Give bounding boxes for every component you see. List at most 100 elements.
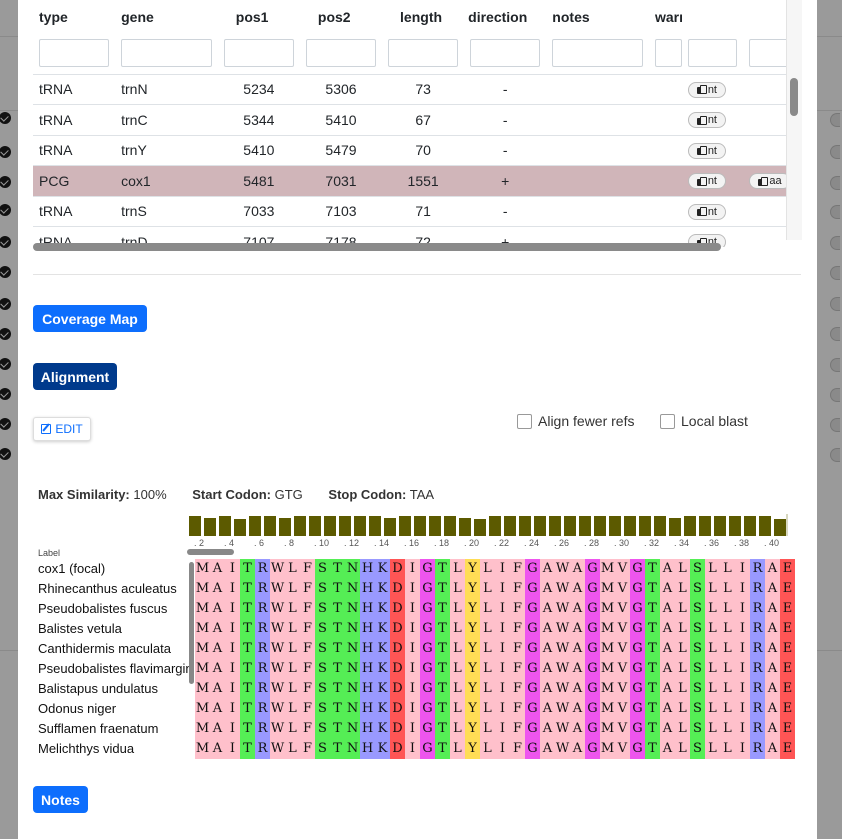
taxon-label[interactable]: cox1 (focal) — [38, 561, 106, 576]
column-header-warnings[interactable]: warı — [654, 8, 682, 25]
cell-gene: trnY — [115, 134, 218, 166]
copy-nt-button[interactable]: nt — [687, 142, 726, 159]
column-header-gene[interactable]: gene — [121, 8, 154, 25]
taxon-label[interactable]: Sufflamen fraenatum — [38, 721, 159, 736]
column-header-pos2[interactable]: pos2 — [317, 8, 351, 25]
copy-nt-label: nt — [707, 205, 717, 218]
copy-nt-button[interactable]: nt — [687, 81, 726, 98]
residue-cell: D — [390, 739, 405, 759]
residue-cell: T — [645, 719, 660, 739]
residue-cell: T — [240, 579, 255, 599]
edit-button[interactable]: EDIT — [33, 417, 91, 441]
table-vertical-scrolltrack[interactable] — [786, 0, 802, 240]
filter-pos2-input[interactable] — [305, 39, 377, 68]
residue-cell: A — [660, 559, 675, 579]
align-fewer-refs-checkbox[interactable] — [517, 413, 532, 429]
filter-nt-input[interactable] — [687, 39, 738, 68]
residue-cell: T — [330, 559, 345, 579]
residue-cell: V — [615, 579, 630, 599]
residue-cell: A — [540, 639, 555, 659]
residue-cell: L — [480, 559, 495, 579]
residue-cell: L — [675, 619, 690, 639]
residue-cell: F — [510, 699, 525, 719]
residue-cell: W — [555, 619, 570, 639]
bg-pill — [830, 388, 840, 402]
residue-cell: T — [330, 599, 345, 619]
filter-warnings-input[interactable] — [654, 39, 682, 68]
column-header-length[interactable]: length — [400, 8, 443, 25]
cell-pos2: 5479 — [299, 134, 383, 166]
taxon-label[interactable]: Canthidermis maculata — [38, 641, 171, 656]
column-header-nt — [682, 0, 744, 33]
cell-length: 67 — [382, 104, 465, 135]
alignment-button[interactable]: Alignment — [33, 363, 117, 390]
local-blast-option[interactable]: Local blast — [660, 413, 748, 429]
bg-pill — [830, 418, 840, 432]
residue-cell: L — [705, 659, 720, 679]
residue-cell: L — [705, 739, 720, 759]
filter-type-input[interactable] — [39, 39, 110, 68]
table-row[interactable]: tRNA trnD 7107 7178 72 + nt — [33, 226, 801, 247]
table-row[interactable]: tRNA trnS 7033 7103 71- nt — [33, 195, 801, 227]
residue-cell: Y — [465, 599, 480, 619]
residue-cell: I — [405, 699, 420, 719]
filter-notes-input[interactable] — [552, 39, 643, 68]
column-header-notes[interactable]: notes — [552, 8, 590, 25]
copy-nt-button[interactable]: nt — [687, 203, 726, 220]
filter-pos1-input[interactable] — [223, 39, 294, 68]
column-header-direction[interactable]: direction — [468, 8, 528, 25]
residue-cell: G — [630, 619, 645, 639]
residue-cell: T — [240, 679, 255, 699]
table-vertical-scrollbar[interactable] — [790, 78, 798, 116]
filter-length-input[interactable] — [388, 39, 459, 68]
residue-cell: L — [705, 679, 720, 699]
notes-button[interactable]: Notes — [33, 786, 88, 813]
table-row[interactable]: tRNA trnY 5410 5479 70- nt — [33, 134, 801, 166]
coverage-map-button[interactable]: Coverage Map — [33, 305, 147, 332]
residue-cell: G — [525, 639, 540, 659]
column-header-type[interactable]: type — [39, 8, 68, 25]
residue-cell: A — [765, 619, 780, 639]
taxon-label[interactable]: Pseudobalistes flavimarginatus — [38, 661, 190, 676]
residue-cell: A — [540, 579, 555, 599]
residue-cell: A — [765, 579, 780, 599]
residue-cell: T — [240, 739, 255, 759]
copy-nt-button[interactable]: nt — [687, 173, 726, 189]
check-circle-icon — [0, 236, 11, 248]
table-horizontal-scrollbar[interactable] — [33, 243, 721, 251]
residue-cell: K — [375, 719, 390, 739]
taxon-label[interactable]: Balistapus undulatus — [38, 681, 158, 696]
align-fewer-refs-option[interactable]: Align fewer refs — [517, 413, 634, 429]
residue-cell: S — [690, 739, 705, 759]
taxon-label[interactable]: Balistes vetula — [38, 621, 122, 636]
residue-cell: E — [780, 559, 795, 579]
table-row[interactable]: tRNA trnC 5344 5410 67- nt — [33, 104, 801, 135]
residue-cell: K — [375, 739, 390, 759]
copy-nt-button[interactable]: nt — [687, 112, 726, 128]
residue-cell: G — [525, 659, 540, 679]
residue-cell: F — [300, 599, 315, 619]
feature-table-container[interactable]: type gene pos1 pos2 length direction not… — [33, 0, 801, 247]
column-header-pos1[interactable]: pos1 — [235, 8, 269, 25]
alignment-vertical-scroll-thumb[interactable] — [189, 562, 194, 684]
taxon-label[interactable]: Pseudobalistes fuscus — [38, 601, 168, 616]
residue-cell: A — [660, 739, 675, 759]
table-row[interactable]: PCG cox1 5481 7031 1551 + nt aa — [33, 165, 801, 196]
residue-cell: S — [690, 619, 705, 639]
local-blast-checkbox[interactable] — [660, 413, 675, 429]
filter-gene-input[interactable] — [121, 39, 212, 68]
copy-nt-label: nt — [707, 144, 717, 157]
copy-aa-button[interactable]: aa — [749, 173, 791, 189]
filter-direction-input[interactable] — [470, 39, 541, 68]
taxon-label[interactable]: Rhinecanthus aculeatus — [38, 581, 177, 596]
cell-notes — [546, 226, 649, 247]
ruler-tick-label: . 32 — [644, 538, 660, 548]
taxon-label[interactable]: Odonus niger — [38, 701, 117, 716]
alignment-horizontal-scroll-thumb[interactable] — [187, 549, 234, 555]
residue-cell: T — [240, 699, 255, 719]
taxon-label[interactable]: Melichthys vidua — [38, 741, 135, 756]
residue-cell: Y — [465, 639, 480, 659]
table-row[interactable]: tRNA trnN 5234 5306 73- nt — [33, 73, 801, 105]
residue-cell: L — [285, 659, 300, 679]
